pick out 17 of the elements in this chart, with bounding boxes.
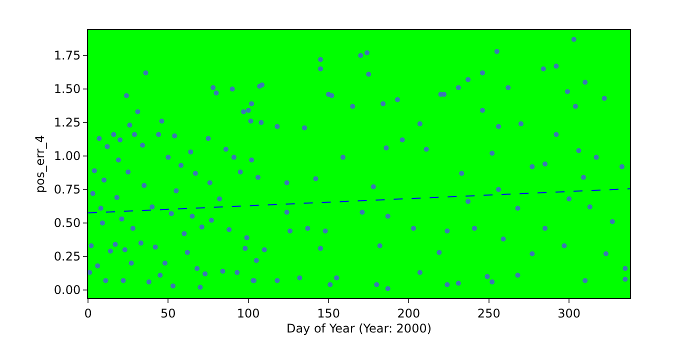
x-tick-label: 100 — [236, 306, 260, 320]
x-tick-label: 200 — [397, 306, 420, 320]
y-tick-label: 0.25 — [54, 250, 81, 264]
y-tick-label: 0.00 — [54, 283, 81, 298]
y-tick-label: 0.75 — [54, 182, 81, 197]
y-tick-label: 0.50 — [54, 216, 81, 230]
x-tick-label: 0 — [84, 306, 92, 320]
y-tick-label: 1.25 — [54, 116, 81, 130]
y-tick-label: 1.00 — [54, 149, 81, 164]
y-tick-label: 1.75 — [54, 48, 81, 63]
x-axis-title: Day of Year (Year: 2000) — [286, 321, 432, 336]
x-tick-label: 50 — [160, 306, 176, 320]
y-axis-title: pos_err_4 — [33, 135, 48, 193]
y-tick-label: 1.50 — [54, 82, 81, 96]
x-tick-label: 300 — [558, 306, 581, 320]
x-tick-label: 150 — [317, 306, 340, 320]
x-tick-label: 250 — [477, 306, 500, 320]
